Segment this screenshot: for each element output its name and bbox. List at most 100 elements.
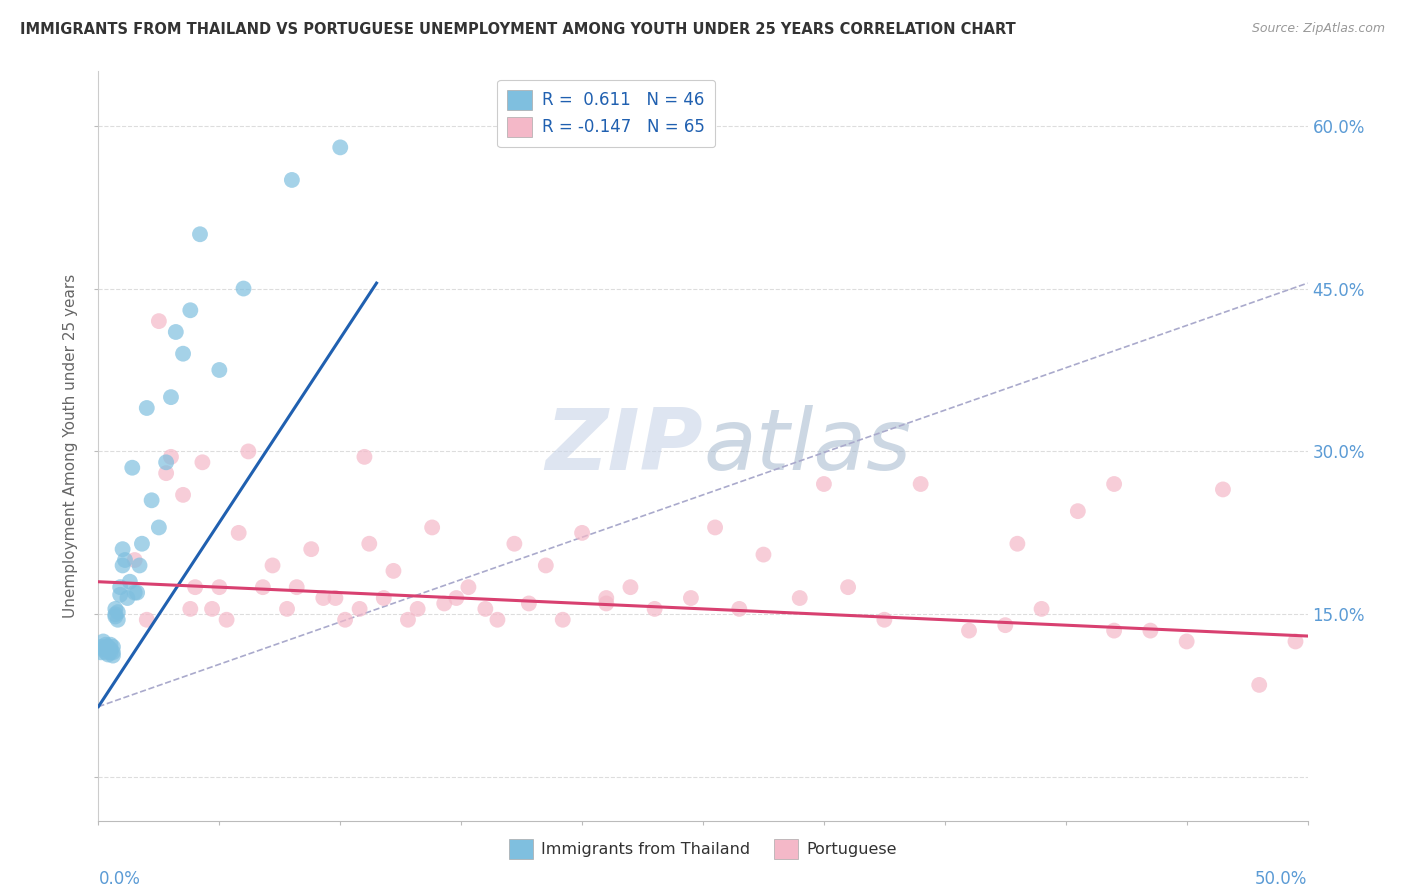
Point: [100, 642, 122, 657]
Text: 50.0%: 50.0%: [1256, 870, 1308, 888]
Point: [813, 477, 835, 491]
Point: [97, 648, 120, 662]
Point: [172, 488, 194, 502]
Point: [188, 227, 211, 242]
Point: [131, 537, 153, 551]
Point: [329, 140, 352, 154]
Point: [359, 537, 381, 551]
Point: [299, 542, 322, 557]
Point: [141, 493, 163, 508]
Point: [107, 613, 129, 627]
Legend: Immigrants from Thailand, Portuguese: Immigrants from Thailand, Portuguese: [503, 833, 903, 865]
Point: [108, 580, 131, 594]
Point: [101, 648, 124, 663]
Point: [101, 640, 124, 654]
Point: [873, 613, 896, 627]
Point: [619, 580, 641, 594]
Point: [90, 640, 112, 654]
Point: [252, 580, 274, 594]
Point: [165, 325, 187, 339]
Point: [94, 645, 117, 659]
Point: [104, 602, 127, 616]
Point: [155, 455, 177, 469]
Point: [325, 591, 347, 605]
Point: [172, 347, 194, 361]
Point: [910, 477, 932, 491]
Point: [179, 602, 201, 616]
Point: [994, 618, 1017, 632]
Point: [433, 597, 456, 611]
Point: [135, 613, 157, 627]
Point: [551, 613, 574, 627]
Point: [90, 645, 112, 659]
Point: [191, 455, 214, 469]
Point: [534, 558, 557, 573]
Point: [208, 580, 231, 594]
Point: [127, 585, 149, 599]
Point: [373, 591, 395, 605]
Point: [111, 558, 134, 573]
Point: [1067, 504, 1090, 518]
Point: [118, 574, 141, 589]
Y-axis label: Unemployment Among Youth under 25 years: Unemployment Among Youth under 25 years: [63, 274, 79, 618]
Point: [312, 591, 335, 605]
Point: [114, 553, 136, 567]
Point: [1102, 477, 1125, 491]
Point: [111, 542, 134, 557]
Point: [1102, 624, 1125, 638]
Point: [752, 548, 775, 562]
Point: [276, 602, 298, 616]
Point: [101, 645, 124, 659]
Text: IMMIGRANTS FROM THAILAND VS PORTUGUESE UNEMPLOYMENT AMONG YOUTH UNDER 25 YEARS C: IMMIGRANTS FROM THAILAND VS PORTUGUESE U…: [20, 22, 1015, 37]
Point: [285, 580, 308, 594]
Point: [1249, 678, 1271, 692]
Point: [184, 580, 207, 594]
Point: [107, 605, 129, 619]
Point: [135, 401, 157, 415]
Point: [262, 558, 284, 573]
Text: atlas: atlas: [703, 404, 911, 488]
Point: [353, 450, 375, 464]
Text: 0.0%: 0.0%: [98, 870, 141, 888]
Point: [94, 640, 117, 654]
Point: [349, 602, 371, 616]
Point: [128, 558, 150, 573]
Text: Source: ZipAtlas.com: Source: ZipAtlas.com: [1251, 22, 1385, 36]
Point: [228, 525, 250, 540]
Point: [1007, 537, 1029, 551]
Point: [121, 460, 143, 475]
Point: [100, 638, 122, 652]
Point: [679, 591, 702, 605]
Point: [94, 638, 117, 652]
Point: [595, 591, 617, 605]
Point: [503, 537, 526, 551]
Point: [179, 303, 201, 318]
Point: [91, 642, 114, 657]
Point: [1284, 634, 1306, 648]
Point: [201, 602, 224, 616]
Point: [474, 602, 496, 616]
Point: [108, 588, 131, 602]
Point: [117, 591, 139, 605]
Point: [215, 613, 238, 627]
Point: [160, 390, 183, 404]
Point: [486, 613, 509, 627]
Point: [517, 597, 540, 611]
Point: [1031, 602, 1053, 616]
Point: [97, 640, 120, 654]
Point: [97, 642, 120, 657]
Point: [571, 525, 593, 540]
Text: ZIP: ZIP: [546, 404, 703, 488]
Point: [1139, 624, 1161, 638]
Point: [382, 564, 405, 578]
Point: [704, 520, 727, 534]
Point: [644, 602, 666, 616]
Point: [91, 634, 114, 648]
Point: [148, 520, 170, 534]
Point: [208, 363, 231, 377]
Point: [396, 613, 419, 627]
Point: [124, 553, 146, 567]
Point: [957, 624, 980, 638]
Point: [1212, 483, 1234, 497]
Point: [406, 602, 429, 616]
